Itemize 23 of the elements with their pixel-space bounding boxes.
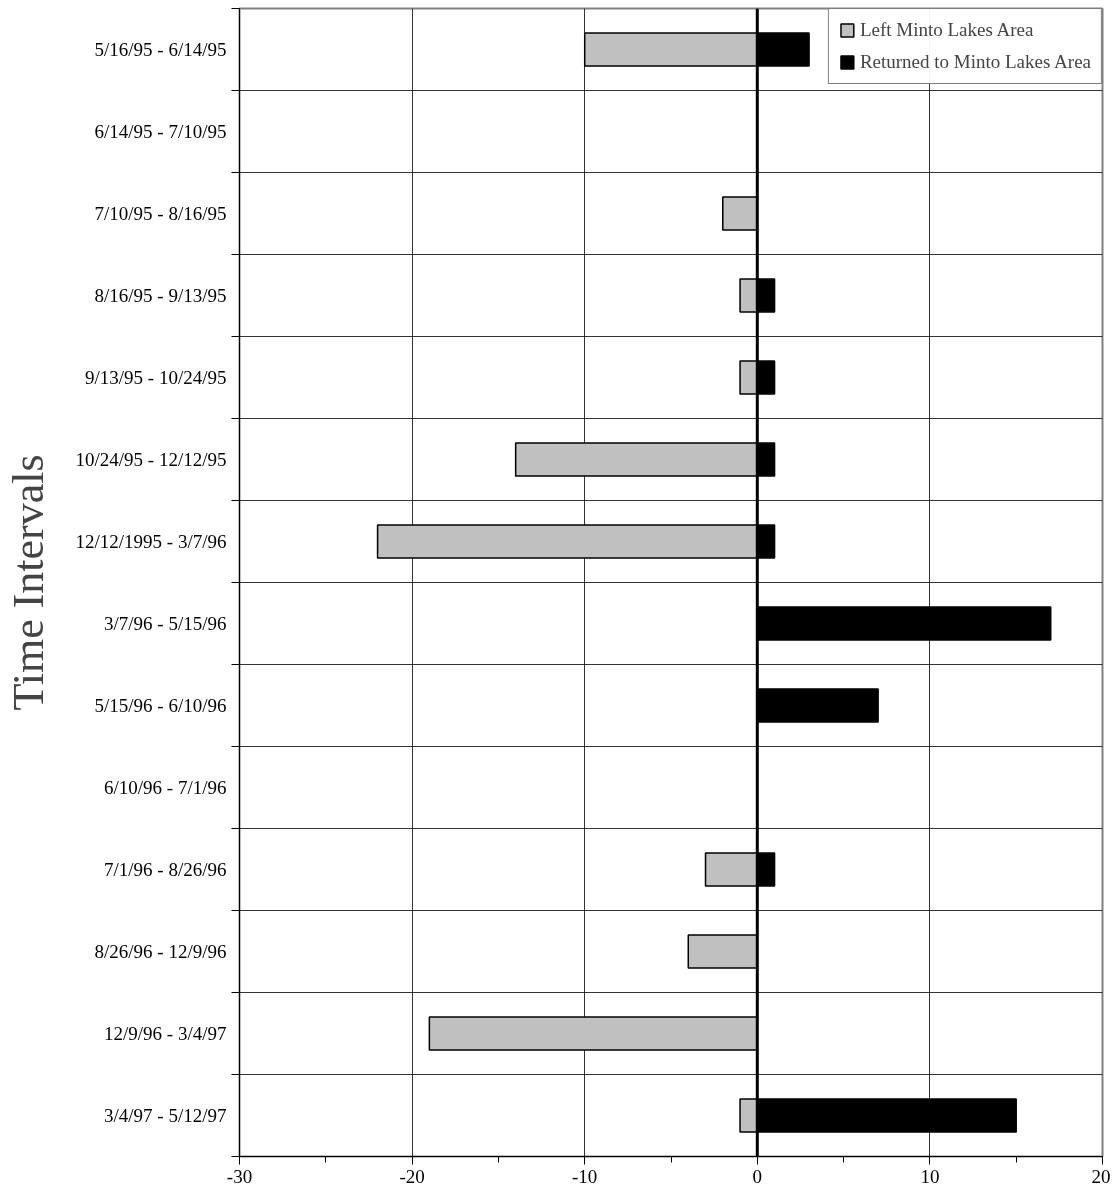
y-tick-label: 12/12/1995 - 3/7/96 [75,531,227,552]
y-tick-label: 5/15/96 - 6/10/96 [94,695,227,716]
x-tick-label: -10 [572,1165,598,1187]
y-axis-title: Time Intervals [3,454,53,711]
x-tick-label: -30 [226,1165,253,1187]
x-tick-label: 10 [920,1165,940,1187]
legend-label: Left Minto Lakes Area [859,19,1034,41]
x-tick-label: -20 [399,1165,425,1187]
y-tick-label: 8/26/96 - 12/9/96 [94,941,227,962]
y-tick-label: 3/4/97 - 5/12/97 [104,1105,227,1126]
y-tick-label: 6/14/95 - 7/10/95 [94,121,227,142]
y-tick-label: 9/13/95 - 10/24/95 [85,367,227,388]
x-tick-label: 0 [752,1165,763,1187]
y-tick-label: 5/16/95 - 6/14/95 [94,39,227,60]
y-tick-label: 3/7/96 - 5/15/96 [104,613,227,634]
y-tick-label: 7/1/96 - 8/26/96 [104,859,227,880]
y-tick-label: 12/9/96 - 3/4/97 [104,1023,227,1044]
y-tick-label: 8/16/95 - 9/13/95 [94,285,227,306]
x-tick-label: 20 [1091,1165,1111,1187]
y-tick-label: 7/10/95 - 8/16/95 [94,203,227,224]
y-tick-label: 10/24/95 - 12/12/95 [75,449,227,470]
y-tick-label: 6/10/96 - 7/1/96 [104,777,227,798]
legend-label: Returned to Minto Lakes Area [859,51,1091,73]
